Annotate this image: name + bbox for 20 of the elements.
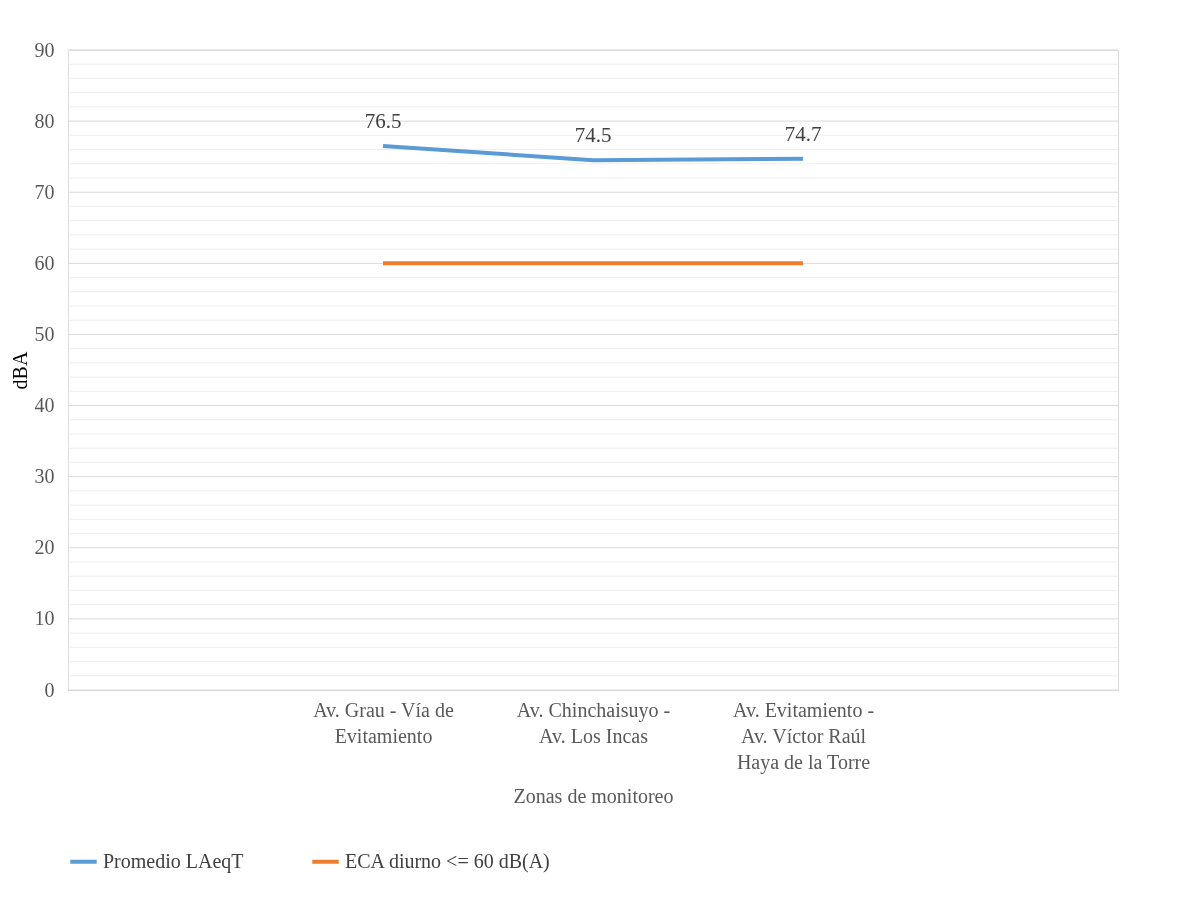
y-tick-label: 50: [34, 322, 55, 345]
y-tick-label: 30: [34, 465, 55, 488]
x-tick-label: Av. Grau - Vía de Evitamiento: [313, 698, 454, 747]
x-tick-label: Av. Evitamiento - Av. Víctor Raúl Haya de la Torre: [732, 698, 875, 774]
y-tick-label: 60: [34, 251, 55, 274]
data-label: 74.7: [784, 121, 822, 146]
y-tick-label: 90: [34, 38, 55, 61]
x-axis-title: Zonas de monitoreo: [513, 784, 674, 807]
y-tick-label: 40: [34, 394, 55, 417]
data-label: 74.5: [574, 123, 612, 148]
y-tick-label: 80: [34, 109, 55, 132]
y-tick-label: 10: [34, 607, 55, 630]
data-label: 76.5: [364, 109, 402, 133]
y-tick-label: 0: [44, 678, 55, 701]
legend-label: Promedio LAeqT: [103, 849, 244, 873]
y-axis-title: dBA: [8, 351, 31, 390]
legend-label: ECA diurno <= 60 dB(A): [345, 849, 550, 873]
x-tick-label: Av. Chinchaisuyo - Av. Los Incas: [516, 698, 671, 747]
y-tick-label: 70: [34, 180, 55, 203]
y-tick-label: 20: [34, 536, 55, 559]
